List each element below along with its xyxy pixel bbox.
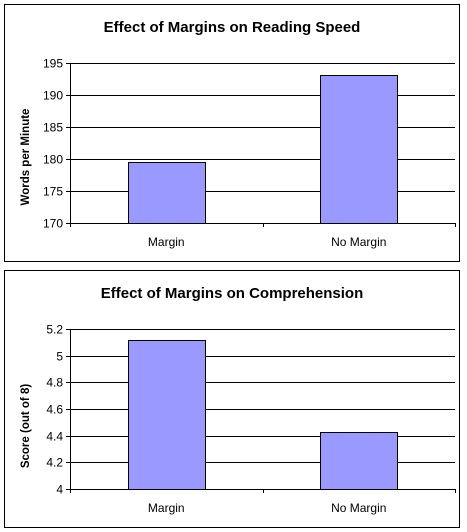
bar-margin <box>128 340 206 490</box>
y-tick-label: 4.4 <box>46 430 63 444</box>
y-axis-label: Words per Minute <box>20 109 32 206</box>
y-tick-label: 4.2 <box>46 456 63 470</box>
y-tick-label: 4.8 <box>46 376 63 390</box>
chart-title: Effect of Margins on Comprehension <box>101 285 364 302</box>
reading-speed-chart: Effect of Margins on Reading Speed Words… <box>20 19 456 249</box>
y-tick-label: 5.2 <box>46 323 63 337</box>
bar-no-margin <box>320 432 398 490</box>
x-category-label: No Margin <box>331 235 386 249</box>
y-tick-label: 4.6 <box>46 403 63 417</box>
chart-panel-reading-speed: Effect of Margins on Reading Speed Words… <box>4 4 460 262</box>
bar-no-margin <box>320 75 398 224</box>
chart-title: Effect of Margins on Reading Speed <box>104 19 361 36</box>
x-category-label: No Margin <box>331 501 386 515</box>
comprehension-chart: Effect of Margins on Comprehension Score… <box>20 285 456 515</box>
y-tick-label: 195 <box>43 57 63 71</box>
x-category-label: Margin <box>148 235 185 249</box>
x-category-label: Margin <box>148 501 185 515</box>
y-tick-label: 5 <box>56 350 63 364</box>
y-tick-label: 175 <box>43 185 63 199</box>
y-tick-label: 185 <box>43 121 63 135</box>
y-tick-label: 180 <box>43 153 63 167</box>
chart-panel-comprehension: Effect of Margins on Comprehension Score… <box>4 270 460 528</box>
y-tick-label: 4 <box>56 483 63 497</box>
bar-margin <box>128 162 206 224</box>
y-tick-label: 190 <box>43 89 63 103</box>
y-axis-label: Score (out of 8) <box>20 384 32 469</box>
y-tick-label: 170 <box>43 217 63 231</box>
